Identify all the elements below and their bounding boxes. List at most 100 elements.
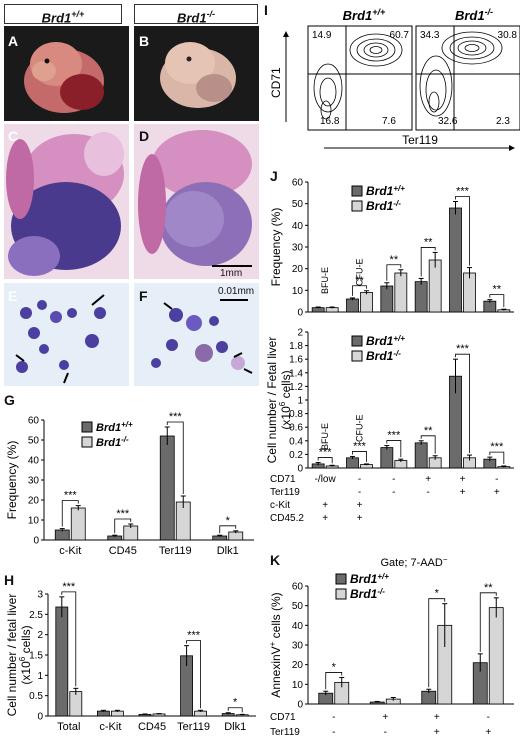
j-top-bar (463, 272, 476, 313)
histology-wt (4, 124, 129, 279)
k-row-value: + (485, 727, 491, 738)
j-row-name: CD71 (270, 474, 296, 485)
g-bar (159, 435, 175, 541)
j-bottom-sig-label: *** (387, 430, 401, 442)
j-bottom-ytick-label: 1.6 (289, 355, 303, 366)
j-top-sig-label: *** (456, 186, 470, 198)
j-top-sig-label: ** (355, 275, 364, 287)
g-sig-label: *** (169, 411, 183, 423)
g-bar (54, 529, 70, 541)
j-bottom-sig-label: *** (490, 441, 504, 453)
j-top-sig-label: ** (424, 236, 433, 248)
g-sig-label: * (226, 515, 231, 527)
g-ylabel: Frequency (%) (5, 441, 19, 520)
g-sig-bracket (166, 421, 184, 494)
flow-ko-q-ll: 32.6 (438, 116, 458, 127)
h-ytick-label: 0 (37, 712, 43, 723)
g-ytick-label: 30 (28, 476, 40, 487)
k-legend-wt-sup: +/+ (377, 572, 389, 581)
k-legend-ko-sup: -/- (377, 587, 385, 596)
j-top-bfu-label: BFU-E (320, 267, 330, 294)
flow-ylabel: CD71 (269, 67, 283, 98)
panel-label-g: G (4, 392, 15, 408)
j-row-value: - (495, 474, 498, 485)
cytospin-ko-drawing (151, 302, 253, 374)
j-row-value: + (460, 487, 466, 498)
j-bottom-legend-ko: Brd1-/- (366, 349, 401, 363)
k-sig-label: ** (484, 582, 493, 594)
k-ytick-label: 30 (292, 641, 304, 652)
j-top-bar (483, 300, 497, 313)
h-category-label: Total (57, 721, 80, 733)
j-row-value: + (357, 513, 363, 524)
g-legend-wt: Brd1+/+ (96, 420, 133, 434)
g-legend-ko-swatch (81, 436, 93, 448)
j-row-value: + (357, 500, 363, 511)
j-row-value: + (425, 474, 431, 485)
flow-wt-q-ul: 14.9 (312, 30, 332, 41)
h-ylabel2: (x106 cells) (18, 625, 33, 684)
j-bottom-ylabel2-part: cells) (279, 370, 293, 401)
j-bottom-ylabel2-part: (x10 (279, 406, 293, 430)
h-ytick-label: 2.5 (29, 610, 43, 621)
j-top-bar (346, 298, 359, 313)
h-bar (69, 691, 83, 717)
g-category-label: Ter119 (159, 545, 192, 557)
h-category-label: Dlk1 (224, 721, 246, 733)
h-ytick-label: 1.5 (29, 651, 43, 662)
k-ylabel-part: cells (%) (269, 592, 283, 641)
g-legend-wt-swatch (81, 421, 93, 433)
j-bottom-sig-label: *** (353, 440, 367, 452)
k-gate-sup: − (443, 555, 448, 564)
j-row-value: - (358, 487, 361, 498)
j-top-ytick-label: 0 (297, 308, 303, 319)
cytospin-wt (4, 283, 129, 386)
panel-label-e: E (8, 288, 18, 304)
flow-ko-q-lr: 2.3 (496, 116, 510, 127)
cytospin-wt-drawing (15, 294, 106, 384)
j-top-cfu-label: CFU-E (355, 259, 365, 287)
k-ylabel-part: AnnexinV (269, 646, 283, 697)
scalebar-histology-label: 1mm (220, 268, 243, 279)
panel-label-d: D (139, 128, 150, 144)
histology-wt-drawing (6, 132, 124, 276)
j-row-value: + (322, 513, 328, 524)
j-bottom-legend-ko-sup: -/- (393, 349, 401, 358)
j-bottom-ylabel2: (x106 cells) (278, 370, 293, 429)
h-category-label: c-Kit (99, 721, 121, 733)
flow-wt-contours (313, 33, 403, 120)
k-row-name: CD71 (270, 712, 296, 723)
header-ko-text: Brd1 (176, 10, 207, 26)
j-bottom-sig-bracket (386, 440, 402, 458)
g-sig-label: *** (116, 508, 130, 520)
j-top-legend-ko-sup: -/- (393, 199, 401, 208)
j-bottom-ylabel: Cell number / Fetal liver (265, 337, 279, 464)
k-legend-wt: Brd1+/+ (350, 572, 389, 586)
flow-wt-q-lr: 7.6 (382, 116, 396, 127)
j-top-ylabel-part: Frequency (%) (269, 208, 283, 287)
h-ytick-label: 2 (37, 630, 43, 641)
header-wt-text: Brd1 (41, 10, 72, 26)
embryo-photo-ko (134, 26, 259, 121)
k-bar (488, 607, 504, 705)
j-top-sig-bracket (420, 247, 436, 277)
j-top-sig-label: ** (390, 254, 399, 266)
g-sig-bracket (114, 518, 132, 534)
flow-ko-plot (415, 25, 520, 131)
j-top-legend-ko: Brd1-/- (366, 199, 401, 213)
h-ylabel2-part: cells) (19, 625, 33, 656)
j-bottom-sig-label: *** (319, 447, 333, 459)
j-top-ytick-label: 60 (292, 178, 304, 189)
flow-wt-q-ll: 16.8 (320, 116, 340, 127)
j-row-value: + (460, 474, 466, 485)
k-ytick-label: 10 (292, 680, 304, 691)
j-bottom-ylabel2-part: 6 (278, 401, 287, 406)
j-row-value: + (322, 500, 328, 511)
j-top-legend-ko-swatch (351, 200, 363, 212)
k-sig-label: * (435, 588, 440, 600)
panel-label-a: A (8, 33, 19, 49)
h-ylabel2-part: 6 (18, 656, 27, 661)
k-legend-wt-swatch (335, 573, 347, 585)
h-sig-label: * (233, 697, 238, 709)
